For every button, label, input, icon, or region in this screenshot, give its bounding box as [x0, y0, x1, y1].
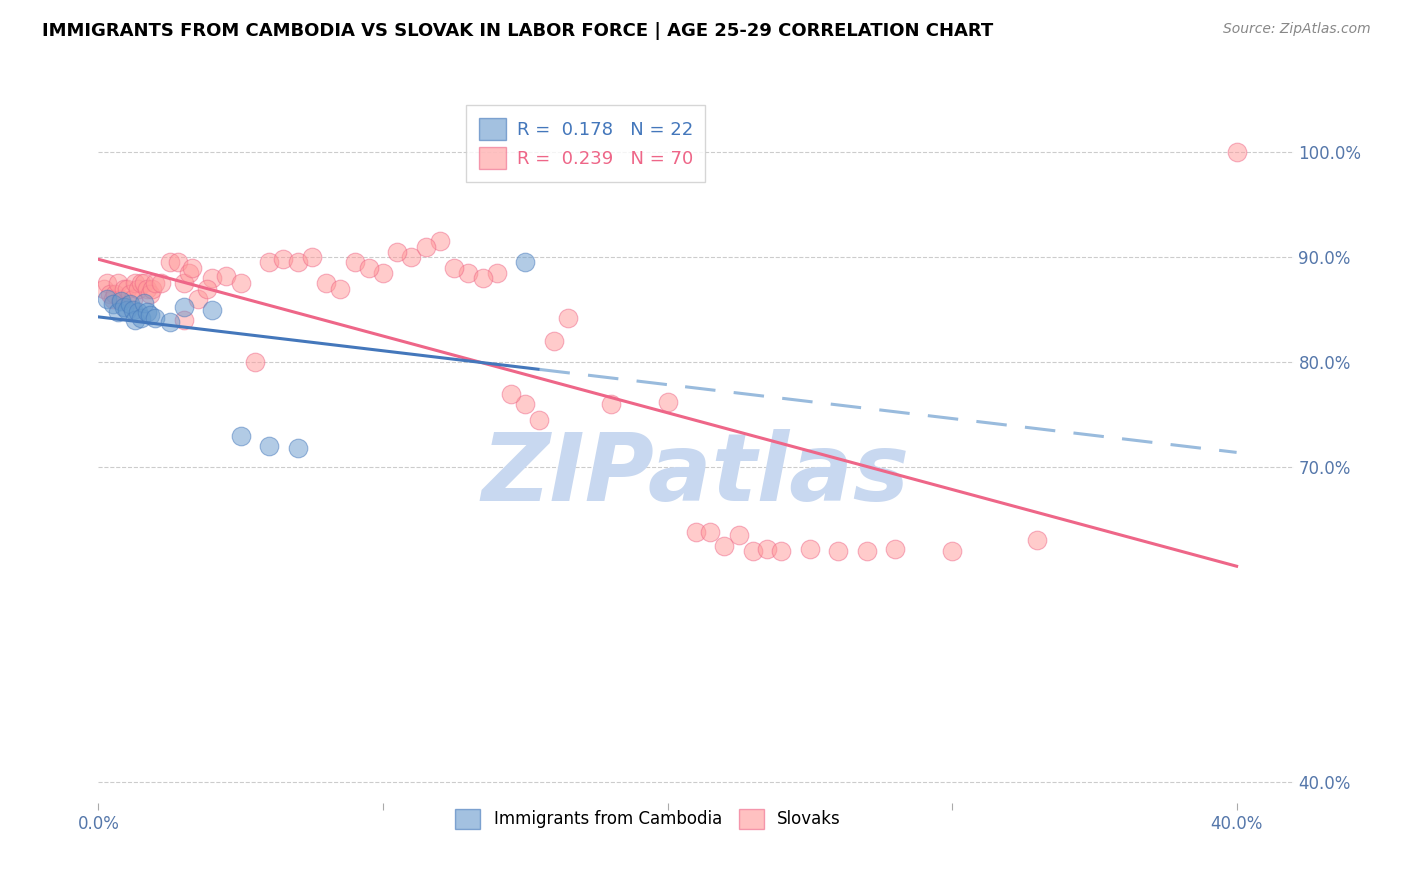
Point — [685, 524, 707, 539]
Point — [150, 277, 173, 291]
Point — [159, 255, 181, 269]
Point — [121, 302, 143, 317]
Point — [457, 266, 479, 280]
Point — [884, 541, 907, 556]
Text: ZIPatlas: ZIPatlas — [482, 428, 910, 521]
Point — [118, 286, 141, 301]
Point — [357, 260, 380, 275]
Point — [287, 441, 309, 455]
Point — [543, 334, 565, 348]
Point — [101, 297, 124, 311]
Point — [98, 286, 121, 301]
Point — [129, 310, 152, 325]
Point — [727, 528, 749, 542]
Point — [132, 277, 155, 291]
Point — [515, 255, 537, 269]
Point — [599, 397, 621, 411]
Point — [141, 282, 163, 296]
Point — [499, 386, 522, 401]
Point — [173, 301, 195, 315]
Point — [181, 260, 204, 275]
Point — [173, 277, 195, 291]
Point — [201, 302, 224, 317]
Point — [443, 260, 465, 275]
Point — [741, 544, 763, 558]
Point — [401, 250, 423, 264]
Point — [121, 292, 143, 306]
Point — [557, 310, 579, 325]
Point — [138, 308, 160, 322]
Point — [229, 428, 252, 442]
Point — [107, 304, 129, 318]
Point — [110, 292, 132, 306]
Point — [485, 266, 508, 280]
Point — [143, 277, 166, 291]
Point — [143, 310, 166, 325]
Point — [201, 271, 224, 285]
Point — [699, 524, 721, 539]
Point — [229, 277, 252, 291]
Point — [118, 297, 141, 311]
Point — [104, 286, 127, 301]
Point — [429, 235, 451, 249]
Point — [1026, 533, 1049, 548]
Point — [173, 313, 195, 327]
Point — [713, 539, 735, 553]
Point — [529, 413, 551, 427]
Point — [855, 544, 877, 558]
Point — [371, 266, 394, 280]
Point — [96, 277, 118, 291]
Point — [385, 244, 409, 259]
Point — [135, 304, 157, 318]
Point — [101, 292, 124, 306]
Point — [756, 541, 779, 556]
Point — [124, 277, 146, 291]
Point — [471, 271, 494, 285]
Point — [257, 439, 280, 453]
Point — [138, 286, 160, 301]
Point — [107, 277, 129, 291]
Point — [415, 239, 437, 253]
Point — [187, 292, 209, 306]
Text: Source: ZipAtlas.com: Source: ZipAtlas.com — [1223, 22, 1371, 37]
Point — [112, 301, 135, 315]
Point — [112, 282, 135, 296]
Point — [124, 313, 146, 327]
Point — [115, 282, 138, 296]
Point — [93, 282, 115, 296]
Point — [243, 355, 266, 369]
Point — [657, 395, 679, 409]
Point — [301, 250, 323, 264]
Point — [941, 544, 963, 558]
Point — [343, 255, 366, 269]
Legend: Immigrants from Cambodia, Slovaks: Immigrants from Cambodia, Slovaks — [447, 800, 849, 838]
Point — [515, 397, 537, 411]
Point — [110, 294, 132, 309]
Point — [827, 544, 849, 558]
Point — [135, 282, 157, 296]
Point — [770, 544, 793, 558]
Point — [215, 268, 238, 283]
Point — [127, 282, 149, 296]
Point — [257, 255, 280, 269]
Point — [96, 292, 118, 306]
Point — [159, 315, 181, 329]
Point — [287, 255, 309, 269]
Point — [129, 277, 152, 291]
Point — [799, 541, 821, 556]
Point — [127, 304, 149, 318]
Point — [329, 282, 352, 296]
Point — [167, 255, 190, 269]
Point — [1226, 145, 1249, 160]
Point — [115, 302, 138, 317]
Text: IMMIGRANTS FROM CAMBODIA VS SLOVAK IN LABOR FORCE | AGE 25-29 CORRELATION CHART: IMMIGRANTS FROM CAMBODIA VS SLOVAK IN LA… — [42, 22, 994, 40]
Point — [273, 252, 295, 267]
Point — [315, 277, 337, 291]
Point — [132, 296, 155, 310]
Point — [179, 266, 201, 280]
Point — [195, 282, 218, 296]
